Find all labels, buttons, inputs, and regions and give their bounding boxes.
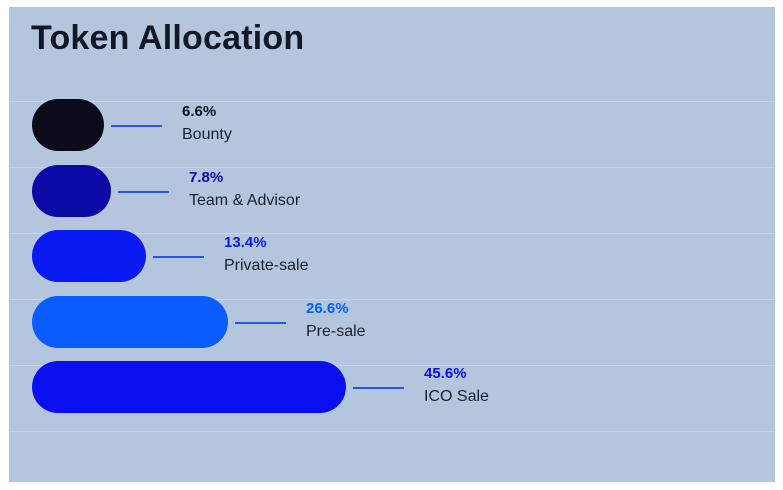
- bar-value-label: 45.6%: [424, 365, 467, 382]
- bar-ico-sale: [32, 361, 346, 413]
- gridline: [9, 233, 775, 234]
- bar-category-label: Pre-sale: [306, 323, 366, 340]
- chart-title: Token Allocation: [31, 19, 305, 57]
- bar-category-label: ICO Sale: [424, 388, 489, 405]
- bar-connector: [153, 256, 204, 258]
- gridline: [9, 167, 775, 168]
- gridline: [9, 101, 775, 102]
- gridline: [9, 431, 775, 432]
- gridline: [9, 365, 775, 366]
- bar-value-label: 6.6%: [182, 103, 217, 120]
- bar-pre-sale: [32, 296, 228, 348]
- bar-connector: [353, 387, 404, 389]
- bar-connector: [118, 191, 169, 193]
- bar-value-label: 7.8%: [189, 169, 224, 186]
- bar-connector: [111, 125, 162, 127]
- bar-category-label: Team & Advisor: [189, 192, 301, 209]
- bar-connector: [235, 322, 286, 324]
- bar-bounty: [32, 99, 104, 151]
- bar-category-label: Private-sale: [224, 257, 309, 274]
- bar-value-label: 26.6%: [306, 300, 349, 317]
- bar-value-label: 13.4%: [224, 234, 267, 251]
- chart-card: Token Allocation 6.6% Bounty 7.8% Team & Ad…: [9, 7, 775, 482]
- bar-team-advisor: [32, 165, 111, 217]
- bar-category-label: Bounty: [182, 126, 232, 143]
- bar-private-sale: [32, 230, 146, 282]
- gridline: [9, 299, 775, 300]
